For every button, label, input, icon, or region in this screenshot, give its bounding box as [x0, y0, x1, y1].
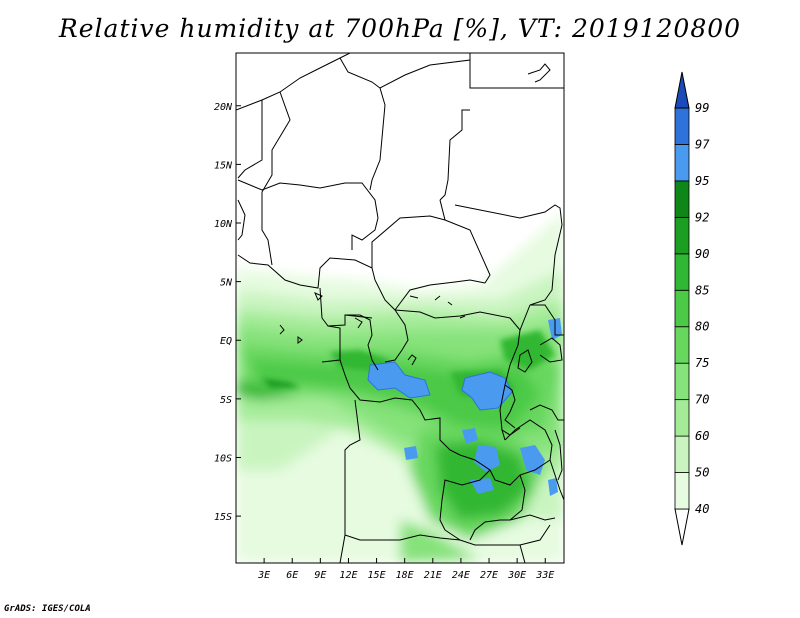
- lat-tick-label: EQ: [220, 336, 232, 347]
- lat-tick-label: 15S: [214, 512, 232, 523]
- humidity-field: [236, 215, 564, 563]
- lon-tick-label: 15E: [368, 570, 386, 581]
- colorbar-label: 95: [695, 174, 709, 188]
- latitude-axis: 20N 15N 10N 5N EQ 5S 10S 15S: [214, 102, 241, 523]
- colorbar-box-6: [674, 253, 690, 291]
- colorbar-box-3: [674, 362, 690, 401]
- colorbar-label: 60: [695, 429, 709, 443]
- lat-tick-label: 10N: [214, 219, 233, 230]
- colorbar-box-9: [674, 144, 690, 182]
- colorbar-label: 50: [695, 466, 709, 480]
- colorbar-label: 90: [695, 247, 709, 261]
- colorbar-label: 97: [695, 137, 710, 151]
- lon-tick-label: 27E: [480, 570, 498, 581]
- lon-tick-label: 18E: [396, 570, 414, 581]
- colorbar-label: 40: [695, 502, 709, 516]
- country-borders: [236, 53, 564, 563]
- colorbar-label: 75: [695, 356, 709, 370]
- colorbar-label: 85: [695, 283, 709, 297]
- lon-tick-label: 3E: [257, 570, 270, 581]
- colorbar-box-4: [674, 326, 690, 364]
- colorbar-box-1: [674, 435, 690, 473]
- map-title: Relative humidity at 700hPa [%], VT: 201…: [58, 14, 742, 43]
- lat-tick-label: 10S: [214, 453, 232, 464]
- lon-tick-label: 24E: [452, 570, 470, 581]
- colorbar-box-7: [674, 216, 690, 255]
- colorbar-box-8: [674, 180, 690, 218]
- grads-credit: GrADS: IGES/COLA: [4, 604, 91, 614]
- colorbar-label: 70: [695, 393, 709, 407]
- map-frame: [235, 52, 565, 564]
- longitude-axis: 3E 6E 9E 12E 15E 18E 21E 24E 27E 30E 33E: [257, 558, 554, 581]
- lat-tick-label: 20N: [214, 102, 233, 113]
- lon-tick-label: 12E: [339, 570, 357, 581]
- lon-tick-label: 33E: [535, 570, 554, 581]
- colorbar-legend: 40 50 60 70 75 80 85 90 92 95 97 99: [674, 71, 710, 546]
- colorbar-box-0: [674, 472, 690, 510]
- lon-tick-label: 6E: [286, 570, 298, 581]
- colorbar-arrow-low: [674, 508, 690, 546]
- colorbar-box-5: [674, 289, 690, 328]
- lon-tick-label: 30E: [507, 570, 526, 581]
- lat-tick-label: 5S: [220, 395, 232, 406]
- colorbar-box-10: [674, 107, 690, 145]
- lon-tick-label: 9E: [314, 570, 326, 581]
- colorbar-arrow-high: [674, 71, 690, 109]
- colorbar-label: 92: [695, 210, 709, 224]
- colorbar-label: 99: [695, 101, 709, 115]
- colorbar-box-2: [674, 399, 690, 437]
- colorbar-label: 80: [695, 320, 709, 334]
- lon-tick-label: 21E: [424, 570, 442, 581]
- lat-tick-label: 5N: [220, 278, 233, 289]
- lat-tick-label: 15N: [214, 160, 233, 171]
